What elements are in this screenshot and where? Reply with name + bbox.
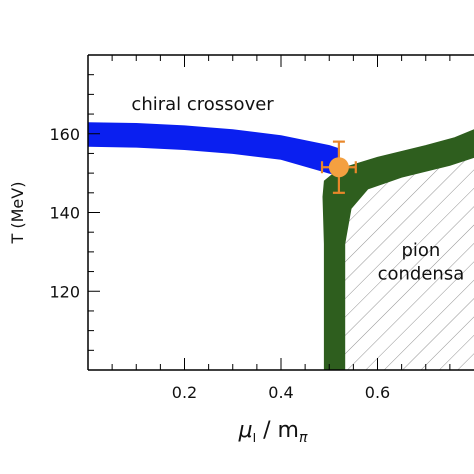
x-axis-title-divider: / m <box>256 418 299 443</box>
y-tick-label: 120 <box>49 282 80 301</box>
annotation-chiral-crossover: chiral crossover <box>131 94 274 115</box>
data-point-marker <box>328 157 349 178</box>
chiral-crossover-band <box>88 122 340 176</box>
annotation-condensation: condensa <box>378 263 465 284</box>
pion-condensation-hatch <box>344 157 474 370</box>
y-tick-label: 140 <box>49 204 80 223</box>
x-tick-label: 0.4 <box>268 383 293 402</box>
y-axis-title: T (MeV) <box>8 182 27 245</box>
x-tick-label: 0.2 <box>172 383 197 402</box>
x-axis-title: μI / mπ <box>238 418 308 446</box>
x-axis-title-mu: μ <box>238 418 253 443</box>
x-tick-label: 0.6 <box>365 383 390 402</box>
x-axis-title-sub-i: I <box>253 431 257 445</box>
x-axis-title-sub-pi: π <box>299 430 308 446</box>
annotation-pion: pion <box>401 240 440 261</box>
pion-condensation-boundary-band <box>322 129 474 370</box>
y-tick-label: 160 <box>49 125 80 144</box>
